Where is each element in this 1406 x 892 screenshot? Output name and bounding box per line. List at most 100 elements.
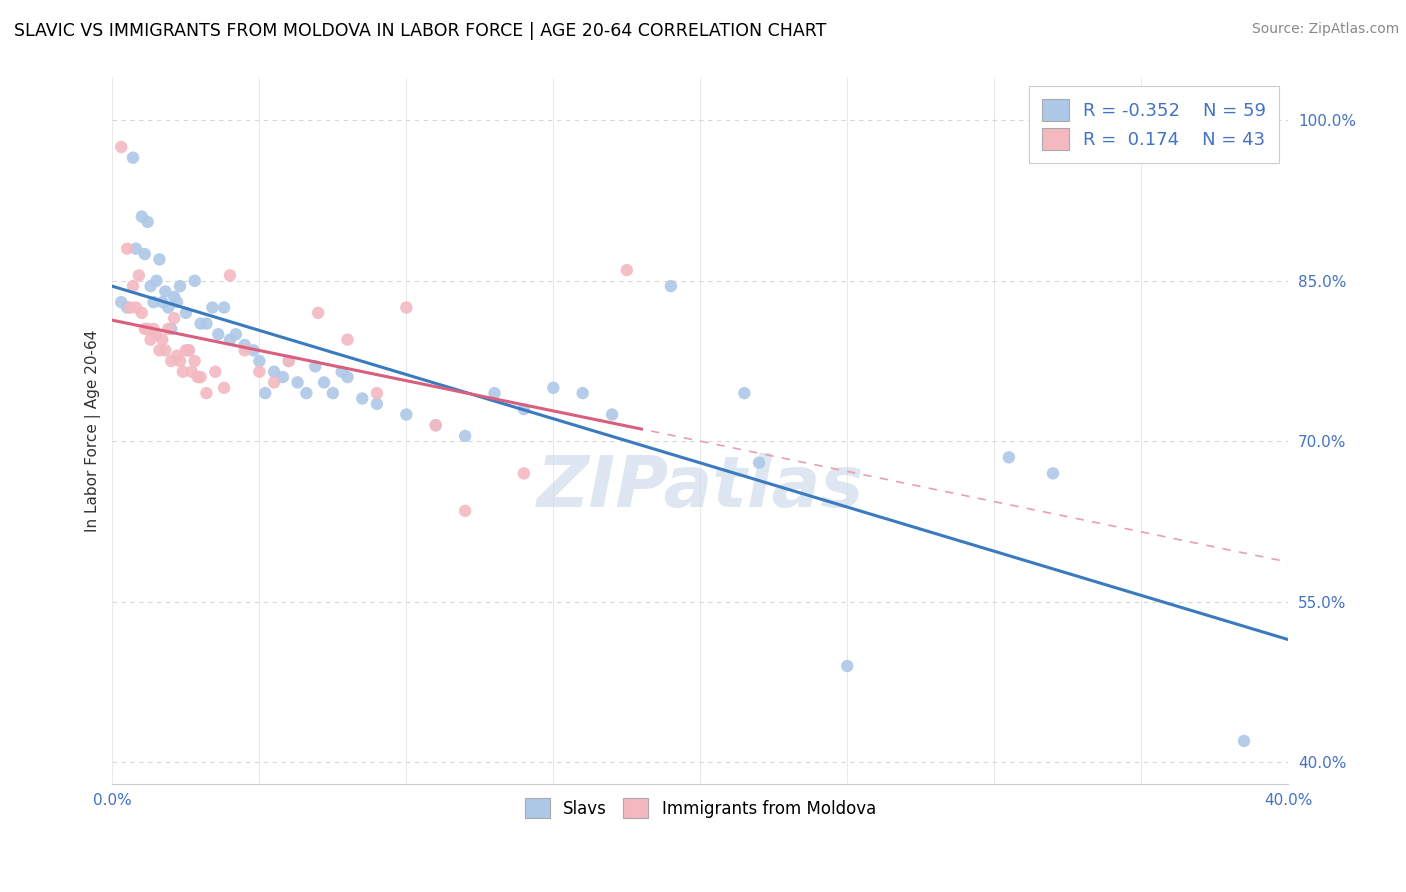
Point [295, 386, 318, 401]
Point [125, 301, 148, 315]
Point [131, 306, 153, 320]
Point [425, 418, 447, 433]
Point [160, 322, 183, 336]
Legend: Slavs, Immigrants from Moldova: Slavs, Immigrants from Moldova [517, 791, 883, 825]
Point [118, 301, 141, 315]
Point [128, 268, 150, 283]
Point [212, 381, 235, 395]
Point [139, 333, 162, 347]
Point [187, 370, 209, 384]
Point [201, 301, 224, 315]
Point [352, 392, 374, 406]
Point [142, 295, 165, 310]
Point [395, 408, 418, 422]
Point [115, 301, 138, 315]
Point [322, 386, 344, 401]
Point [513, 467, 536, 481]
Point [145, 274, 167, 288]
Point [169, 354, 191, 368]
Point [271, 370, 294, 384]
Point [242, 343, 264, 358]
Point [616, 263, 638, 277]
Point [659, 279, 682, 293]
Point [190, 370, 212, 384]
Point [304, 359, 326, 374]
Point [330, 365, 353, 379]
Point [287, 376, 309, 390]
Text: Source: ZipAtlas.com: Source: ZipAtlas.com [1251, 22, 1399, 37]
Point [748, 456, 770, 470]
Point [139, 279, 162, 293]
Point [212, 301, 235, 315]
Point [395, 301, 418, 315]
Point [142, 322, 165, 336]
Text: ZIPatlas: ZIPatlas [537, 452, 863, 522]
Point [837, 659, 859, 673]
Point [219, 268, 242, 283]
Point [254, 386, 277, 401]
Point [277, 354, 299, 368]
Point [180, 365, 202, 379]
Point [600, 408, 623, 422]
Point [177, 343, 200, 358]
Point [225, 327, 247, 342]
Y-axis label: In Labor Force | Age 20-64: In Labor Force | Age 20-64 [86, 329, 101, 532]
Point [366, 386, 388, 401]
Point [336, 370, 359, 384]
Point [195, 386, 218, 401]
Point [150, 295, 173, 310]
Point [366, 397, 388, 411]
Point [336, 333, 359, 347]
Point [263, 376, 285, 390]
Point [145, 327, 167, 342]
Point [169, 279, 191, 293]
Point [233, 343, 256, 358]
Point [122, 279, 145, 293]
Point [998, 450, 1021, 465]
Point [174, 306, 197, 320]
Point [160, 354, 183, 368]
Point [122, 151, 145, 165]
Point [204, 365, 226, 379]
Point [1042, 467, 1064, 481]
Point [177, 343, 200, 358]
Text: SLAVIC VS IMMIGRANTS FROM MOLDOVA IN LABOR FORCE | AGE 20-64 CORRELATION CHART: SLAVIC VS IMMIGRANTS FROM MOLDOVA IN LAB… [14, 22, 827, 40]
Point [134, 247, 156, 261]
Point [207, 327, 229, 342]
Point [125, 242, 148, 256]
Point [172, 365, 194, 379]
Point [136, 322, 159, 336]
Point [307, 306, 329, 320]
Point [183, 274, 205, 288]
Point [190, 317, 212, 331]
Point [425, 418, 447, 433]
Point [1233, 734, 1256, 748]
Point [155, 285, 177, 299]
Point [247, 354, 270, 368]
Point [233, 338, 256, 352]
Point [263, 365, 285, 379]
Point [571, 386, 593, 401]
Point [166, 295, 188, 310]
Point [131, 210, 153, 224]
Point [195, 317, 218, 331]
Point [163, 311, 186, 326]
Point [277, 354, 299, 368]
Point [148, 252, 170, 267]
Point [115, 242, 138, 256]
Point [183, 354, 205, 368]
Point [454, 504, 477, 518]
Point [110, 140, 132, 154]
Point [157, 301, 180, 315]
Point [155, 343, 177, 358]
Point [136, 215, 159, 229]
Point [157, 322, 180, 336]
Point [166, 349, 188, 363]
Point [134, 322, 156, 336]
Point [454, 429, 477, 443]
Point [312, 376, 335, 390]
Point [733, 386, 755, 401]
Point [247, 365, 270, 379]
Point [543, 381, 565, 395]
Point [484, 386, 506, 401]
